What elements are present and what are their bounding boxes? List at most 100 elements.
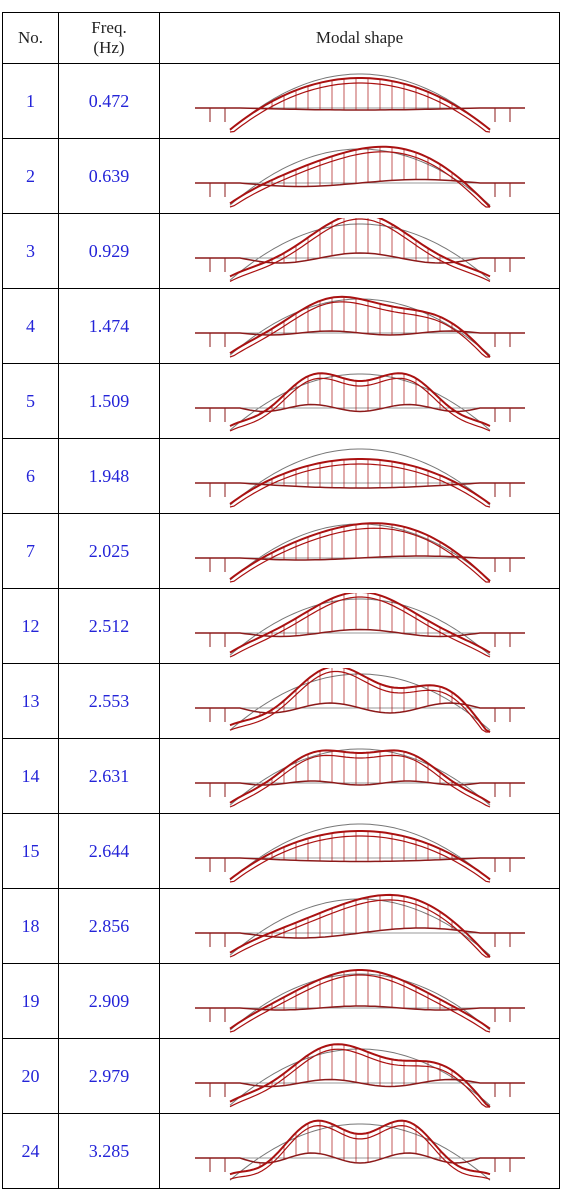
modal-shape xyxy=(194,295,525,358)
mode-number: 19 xyxy=(2,963,59,1039)
modal-shape xyxy=(194,73,525,133)
frequency: 1.509 xyxy=(58,363,160,439)
modal-shape-cell xyxy=(159,288,560,364)
mode-number: 2 xyxy=(2,138,59,214)
mode-number: 13 xyxy=(2,663,59,739)
table-row: 7 2.025 xyxy=(2,513,560,589)
deformed-arch-lower xyxy=(229,974,490,1033)
modal-shape-cell xyxy=(159,438,560,514)
deformed-deck xyxy=(194,555,525,561)
modal-shape xyxy=(194,448,525,508)
deformed-arch xyxy=(228,295,491,358)
frequency: 2.644 xyxy=(58,813,160,889)
deformed-arch xyxy=(229,218,490,278)
table-row: 24 3.285 xyxy=(2,1113,560,1189)
frequency: 2.025 xyxy=(58,513,160,589)
deformed-arch xyxy=(228,145,491,208)
deformed-arch xyxy=(228,969,491,1030)
modal-shape xyxy=(194,145,525,208)
table-row: 5 1.509 xyxy=(2,363,560,439)
deformed-arch xyxy=(228,749,491,804)
frequency: 2.909 xyxy=(58,963,160,1039)
deformed-arch xyxy=(228,893,491,958)
modal-shape-cell xyxy=(159,888,560,964)
modal-shape-cell xyxy=(159,63,560,139)
deformed-deck xyxy=(194,482,525,489)
modal-shape xyxy=(194,218,525,282)
mode-number: 4 xyxy=(2,288,59,364)
modal-shape xyxy=(194,1119,525,1181)
table-row: 12 2.512 xyxy=(2,588,560,664)
modal-shape xyxy=(194,893,525,958)
table-row: 15 2.644 xyxy=(2,813,560,889)
reference-arch xyxy=(229,1123,490,1181)
modal-shape-cell xyxy=(159,513,560,589)
deformed-deck xyxy=(194,628,525,638)
frequency: 0.639 xyxy=(58,138,160,214)
reference-arch xyxy=(229,823,490,881)
header-text: Freq. (Hz) xyxy=(91,18,127,57)
mode-number: 5 xyxy=(2,363,59,439)
table-row: 20 2.979 xyxy=(2,1038,560,1114)
mode-number: 18 xyxy=(2,888,59,964)
modal-shape xyxy=(194,823,525,883)
table-row: 6 1.948 xyxy=(2,438,560,514)
deformed-deck xyxy=(194,1005,525,1011)
reference-arch xyxy=(229,223,490,281)
deformed-deck xyxy=(194,107,525,111)
deformed-arch-lower xyxy=(229,377,490,432)
deformed-arch-lower xyxy=(229,463,490,508)
deformed-deck xyxy=(194,1152,525,1164)
deformed-arch xyxy=(228,830,491,881)
table-body: 1 0.472 2 0.639 3 0.929 4 1.474 5 1.509 6 1.948 7 2.0… xyxy=(2,63,560,1189)
header-cell: Modal shape xyxy=(159,12,560,64)
deformed-deck xyxy=(194,330,525,336)
mode-number: 20 xyxy=(2,1038,59,1114)
modal-shape-cell xyxy=(159,138,560,214)
deformed-arch-lower xyxy=(229,596,490,658)
reference-arch xyxy=(229,523,490,581)
modal-shape xyxy=(194,593,525,658)
deformed-arch-lower xyxy=(229,899,490,958)
modal-shape xyxy=(194,748,525,808)
mode-number: 7 xyxy=(2,513,59,589)
frequency: 0.472 xyxy=(58,63,160,139)
deformed-deck xyxy=(194,403,525,413)
deformed-arch xyxy=(228,458,491,505)
deformed-deck xyxy=(194,178,525,188)
reference-arch xyxy=(229,598,490,656)
mode-number: 24 xyxy=(2,1113,59,1189)
table-row: 2 0.639 xyxy=(2,138,560,214)
modal-shape-cell xyxy=(159,663,560,739)
table-row: 13 2.553 xyxy=(2,663,560,739)
deformed-arch-lower xyxy=(229,151,490,208)
modal-shape-cell xyxy=(159,963,560,1039)
modal-shape xyxy=(194,522,525,583)
deformed-arch-lower xyxy=(229,218,490,282)
deformed-deck xyxy=(194,1078,525,1088)
mode-number: 12 xyxy=(2,588,59,664)
header-cell: No. xyxy=(2,12,59,64)
table-row: 14 2.631 xyxy=(2,738,560,814)
mode-number: 14 xyxy=(2,738,59,814)
modal-shape xyxy=(194,969,525,1033)
modal-shape-cell xyxy=(159,738,560,814)
mode-number: 3 xyxy=(2,213,59,289)
deformed-deck xyxy=(194,857,525,863)
reference-arch xyxy=(229,673,490,731)
deformed-arch-lower xyxy=(229,301,490,358)
table-row: 4 1.474 xyxy=(2,288,560,364)
deformed-arch-lower xyxy=(229,835,490,883)
frequency: 2.856 xyxy=(58,888,160,964)
deformed-arch-lower xyxy=(229,1048,490,1108)
mode-number: 1 xyxy=(2,63,59,139)
deformed-arch xyxy=(229,372,490,427)
frequency: 3.285 xyxy=(58,1113,160,1189)
reference-arch xyxy=(229,373,490,431)
header-row: No. Freq. (Hz) Modal shape xyxy=(2,12,560,64)
deformed-arch-lower xyxy=(229,82,490,133)
reference-arch xyxy=(229,973,490,1031)
deformed-arch xyxy=(228,522,491,583)
mode-number: 6 xyxy=(2,438,59,514)
